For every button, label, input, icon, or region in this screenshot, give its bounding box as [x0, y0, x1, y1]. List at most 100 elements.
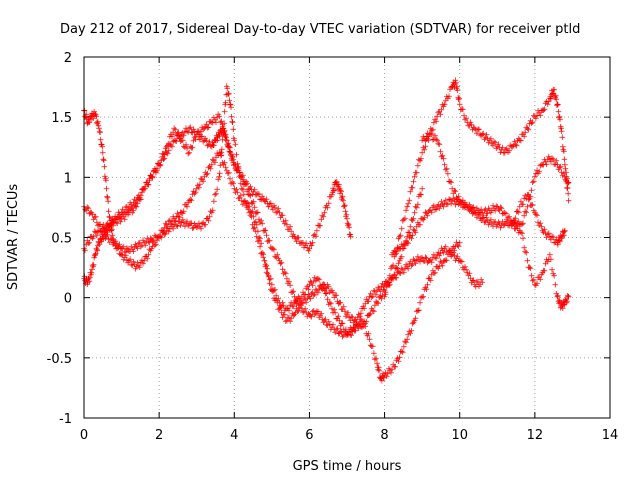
- data-point: +: [426, 206, 434, 216]
- data-point: +: [453, 84, 461, 94]
- data-point: +: [174, 132, 182, 142]
- data-point: +: [206, 118, 214, 128]
- data-point: +: [155, 233, 163, 243]
- data-point: +: [397, 231, 405, 241]
- data-point: +: [430, 202, 438, 212]
- data-point: +: [515, 135, 523, 145]
- data-point: +: [410, 318, 418, 328]
- data-point: +: [510, 219, 518, 229]
- data-point: +: [232, 188, 240, 198]
- data-point: +: [396, 245, 404, 255]
- data-point: +: [342, 312, 350, 322]
- data-point: +: [513, 221, 521, 231]
- data-point: +: [295, 234, 303, 244]
- data-point: +: [119, 251, 127, 261]
- data-point: +: [456, 196, 464, 206]
- data-point: +: [441, 257, 449, 267]
- data-point: +: [515, 229, 523, 239]
- data-point: +: [559, 227, 567, 237]
- data-point: +: [467, 203, 475, 213]
- data-point: +: [301, 304, 309, 314]
- data-point: +: [370, 349, 378, 359]
- data-point: +: [232, 160, 240, 170]
- data-point: +: [82, 206, 90, 216]
- data-point: +: [519, 130, 527, 140]
- data-point: +: [150, 166, 158, 176]
- data-point: +: [241, 179, 249, 189]
- data-point: +: [503, 144, 511, 154]
- data-point: +: [236, 169, 244, 179]
- data-point: +: [458, 258, 466, 268]
- data-point: +: [374, 363, 382, 373]
- data-point: +: [332, 178, 340, 188]
- data-point: +: [454, 93, 462, 103]
- data-point: +: [519, 234, 527, 244]
- data-point: +: [474, 126, 482, 136]
- data-point: +: [388, 275, 396, 285]
- data-point: +: [96, 226, 104, 236]
- data-point: +: [95, 237, 103, 247]
- data-point: +: [214, 151, 222, 161]
- data-point: +: [214, 136, 222, 146]
- data-point: +: [375, 285, 383, 295]
- data-point: +: [536, 275, 544, 285]
- data-point: +: [539, 269, 547, 279]
- data-points: ++++++++++++++++++++++++++++++++++++++++…: [80, 76, 572, 386]
- data-point: +: [299, 238, 307, 248]
- data-point: +: [424, 135, 432, 145]
- data-point: +: [400, 343, 408, 353]
- data-point: +: [275, 305, 283, 315]
- data-point: +: [150, 236, 158, 246]
- data-point: +: [548, 154, 556, 164]
- data-point: +: [132, 198, 140, 208]
- data-point: +: [173, 221, 181, 231]
- data-point: +: [126, 206, 134, 216]
- data-point: +: [95, 121, 103, 131]
- data-point: +: [162, 148, 170, 158]
- data-point: +: [309, 307, 317, 317]
- data-point: +: [227, 103, 235, 113]
- data-point: +: [400, 241, 408, 251]
- data-point: +: [345, 314, 353, 324]
- data-point: +: [516, 202, 524, 212]
- data-point: +: [388, 365, 396, 375]
- data-point: +: [115, 208, 123, 218]
- data-point: +: [219, 120, 227, 130]
- data-point: +: [414, 307, 422, 317]
- data-point: +: [218, 117, 226, 127]
- data-point: +: [378, 295, 386, 305]
- data-point: +: [553, 95, 561, 105]
- data-point: +: [82, 110, 90, 120]
- data-point: +: [448, 245, 456, 255]
- data-point: +: [138, 188, 146, 198]
- data-point: +: [450, 80, 458, 90]
- data-point: +: [215, 148, 223, 158]
- data-point: +: [111, 215, 119, 225]
- data-point: +: [108, 219, 116, 229]
- data-point: +: [220, 129, 228, 139]
- data-point: +: [193, 130, 201, 140]
- data-point: +: [565, 178, 573, 188]
- data-point: +: [264, 269, 272, 279]
- data-point: +: [472, 283, 480, 293]
- data-point: +: [176, 134, 184, 144]
- data-point: +: [93, 112, 101, 122]
- data-point: +: [344, 330, 352, 340]
- data-point: +: [262, 198, 270, 208]
- data-point: +: [161, 154, 169, 164]
- data-point: +: [348, 331, 356, 341]
- data-point: +: [147, 234, 155, 244]
- data-point: +: [204, 170, 212, 180]
- data-point: +: [372, 298, 380, 308]
- data-point: +: [553, 235, 561, 245]
- data-point: +: [528, 119, 536, 129]
- data-point: +: [357, 323, 365, 333]
- data-point: +: [349, 327, 357, 337]
- data-point: +: [451, 186, 459, 196]
- data-point: +: [476, 208, 484, 218]
- data-point: +: [353, 318, 361, 328]
- data-point: +: [230, 161, 238, 171]
- data-point: +: [130, 247, 138, 257]
- data-point: +: [355, 324, 363, 334]
- data-point: +: [184, 128, 192, 138]
